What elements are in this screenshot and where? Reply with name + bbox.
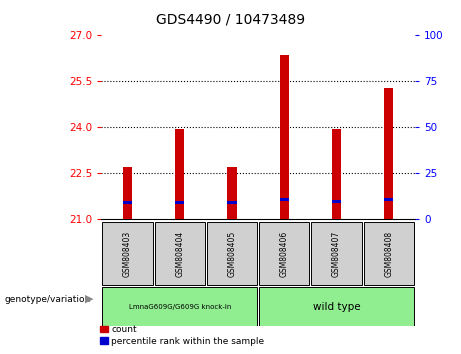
Text: genotype/variation: genotype/variation bbox=[5, 295, 91, 304]
Text: GDS4490 / 10473489: GDS4490 / 10473489 bbox=[156, 12, 305, 27]
Text: GSM808408: GSM808408 bbox=[384, 230, 393, 276]
Text: GSM808407: GSM808407 bbox=[332, 230, 341, 276]
Bar bbox=[279, 198, 289, 201]
Bar bbox=[384, 87, 394, 219]
Text: GSM808404: GSM808404 bbox=[175, 230, 184, 276]
FancyBboxPatch shape bbox=[102, 287, 257, 326]
FancyBboxPatch shape bbox=[259, 222, 309, 285]
Text: LmnaG609G/G609G knock-in: LmnaG609G/G609G knock-in bbox=[129, 304, 231, 309]
Bar bbox=[227, 201, 237, 204]
FancyBboxPatch shape bbox=[155, 222, 205, 285]
Bar bbox=[175, 129, 184, 219]
Bar bbox=[279, 55, 289, 219]
Text: ▶: ▶ bbox=[85, 294, 94, 304]
Bar bbox=[123, 167, 132, 219]
Legend: count, percentile rank within the sample: count, percentile rank within the sample bbox=[97, 321, 268, 349]
Text: GSM808406: GSM808406 bbox=[280, 230, 289, 276]
Bar bbox=[332, 129, 341, 219]
FancyBboxPatch shape bbox=[207, 222, 257, 285]
FancyBboxPatch shape bbox=[312, 222, 361, 285]
Text: GSM808403: GSM808403 bbox=[123, 230, 132, 276]
Bar bbox=[123, 201, 132, 204]
FancyBboxPatch shape bbox=[102, 222, 153, 285]
FancyBboxPatch shape bbox=[364, 222, 414, 285]
Bar bbox=[227, 167, 237, 219]
Bar bbox=[384, 198, 394, 201]
Bar bbox=[175, 201, 184, 204]
Text: wild type: wild type bbox=[313, 302, 361, 312]
Bar bbox=[332, 200, 341, 202]
Text: GSM808405: GSM808405 bbox=[228, 230, 236, 276]
FancyBboxPatch shape bbox=[259, 287, 414, 326]
